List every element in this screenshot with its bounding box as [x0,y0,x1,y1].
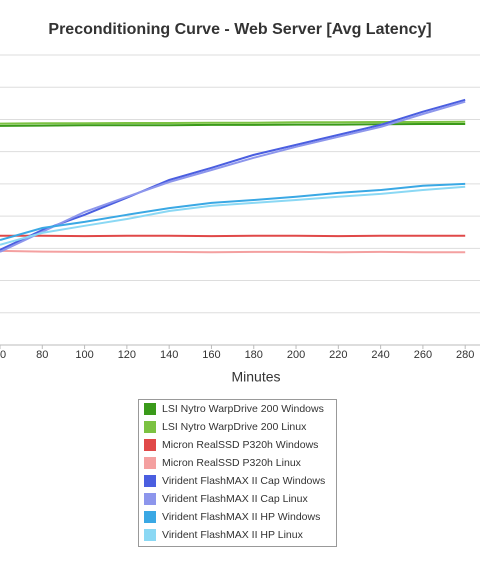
series-line [0,249,466,254]
legend-swatch [144,439,156,451]
legend-swatch [144,457,156,469]
legend-label: LSI Nytro WarpDrive 200 Linux [162,421,307,433]
x-tick-label: 140 [160,349,178,361]
legend-swatch [144,403,156,415]
legend-label: LSI Nytro WarpDrive 200 Windows [162,403,324,415]
x-tick-label: 80 [36,349,48,361]
legend-box [138,399,337,547]
legend-label: Virident FlashMAX II Cap Windows [162,475,325,487]
legend-label: Virident FlashMAX II HP Linux [162,529,304,541]
x-tick-label: 160 [202,349,220,361]
legend-swatch [144,511,156,523]
x-tick-label: 240 [371,349,389,361]
x-tick-label: 220 [329,349,347,361]
x-axis-label: Minutes [231,369,280,385]
legend-label: Micron RealSSD P320h Windows [162,439,318,451]
x-tick-label: 0 [0,349,6,361]
series-line [0,182,466,241]
legend-swatch [144,493,156,505]
x-tick-label: 260 [414,349,432,361]
legend-swatch [144,529,156,541]
series-line [0,185,466,246]
chart-title: Preconditioning Curve - Web Server [Avg … [48,21,431,38]
x-tick-label: 120 [118,349,136,361]
legend-swatch [144,421,156,433]
legend-label: Micron RealSSD P320h Linux [162,457,302,469]
series-line [0,100,466,253]
legend-label: Virident FlashMAX II HP Windows [162,511,320,523]
legend-label: Virident FlashMAX II Cap Linux [162,493,308,505]
legend-swatch [144,475,156,487]
x-tick-label: 180 [245,349,263,361]
x-tick-label: 280 [456,349,474,361]
x-tick-label: 200 [287,349,305,361]
series-line [0,98,466,251]
x-tick-label: 100 [75,349,93,361]
